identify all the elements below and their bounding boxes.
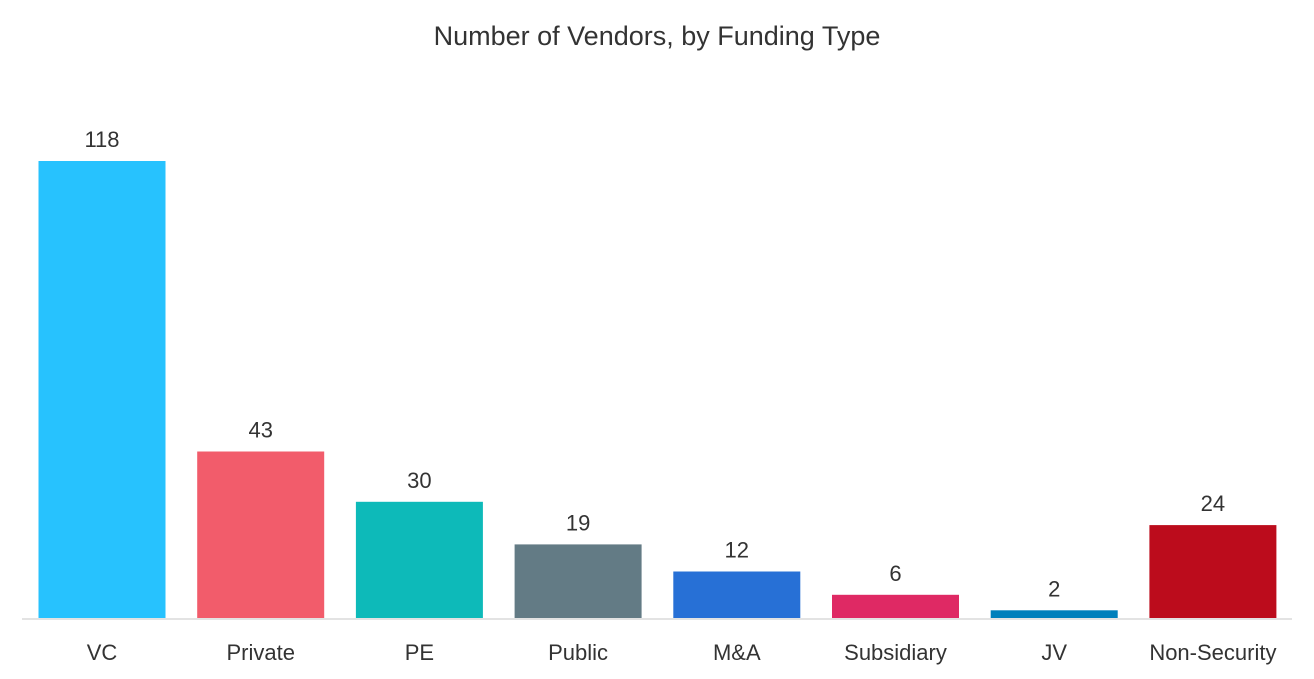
category-label-public: Public — [548, 640, 608, 665]
bar-non-security — [1149, 525, 1277, 618]
chart-title: Number of Vendors, by Funding Type — [434, 21, 881, 51]
bar-vc — [38, 161, 166, 618]
category-label-non-security: Non-Security — [1149, 640, 1276, 665]
labels-layer: 118 VC 43 Private 30 PE 19 Public 12 M&A 6 Subsidia… — [84, 127, 1276, 665]
category-label-jv: JV — [1041, 640, 1067, 665]
category-label-pe: PE — [405, 640, 434, 665]
bar-jv — [990, 610, 1118, 618]
value-label-subsidiary: 6 — [889, 561, 901, 586]
value-label-jv: 2 — [1048, 576, 1060, 601]
value-label-non-security: 24 — [1201, 491, 1225, 516]
value-label-pe: 30 — [407, 468, 431, 493]
category-label-subsidiary: Subsidiary — [844, 640, 947, 665]
bar-private — [197, 451, 325, 618]
value-label-private: 43 — [248, 418, 272, 443]
bar-pe — [355, 501, 483, 618]
bars-layer — [38, 161, 1277, 618]
category-label-private: Private — [226, 640, 294, 665]
category-label-vc: VC — [87, 640, 118, 665]
bar-manda — [673, 571, 801, 618]
bar-subsidiary — [832, 594, 959, 618]
value-label-manda: 12 — [725, 538, 749, 563]
value-label-public: 19 — [566, 510, 590, 535]
value-label-vc: 118 — [84, 127, 119, 152]
category-label-manda: M&A — [713, 640, 761, 665]
bar-public — [514, 544, 642, 618]
